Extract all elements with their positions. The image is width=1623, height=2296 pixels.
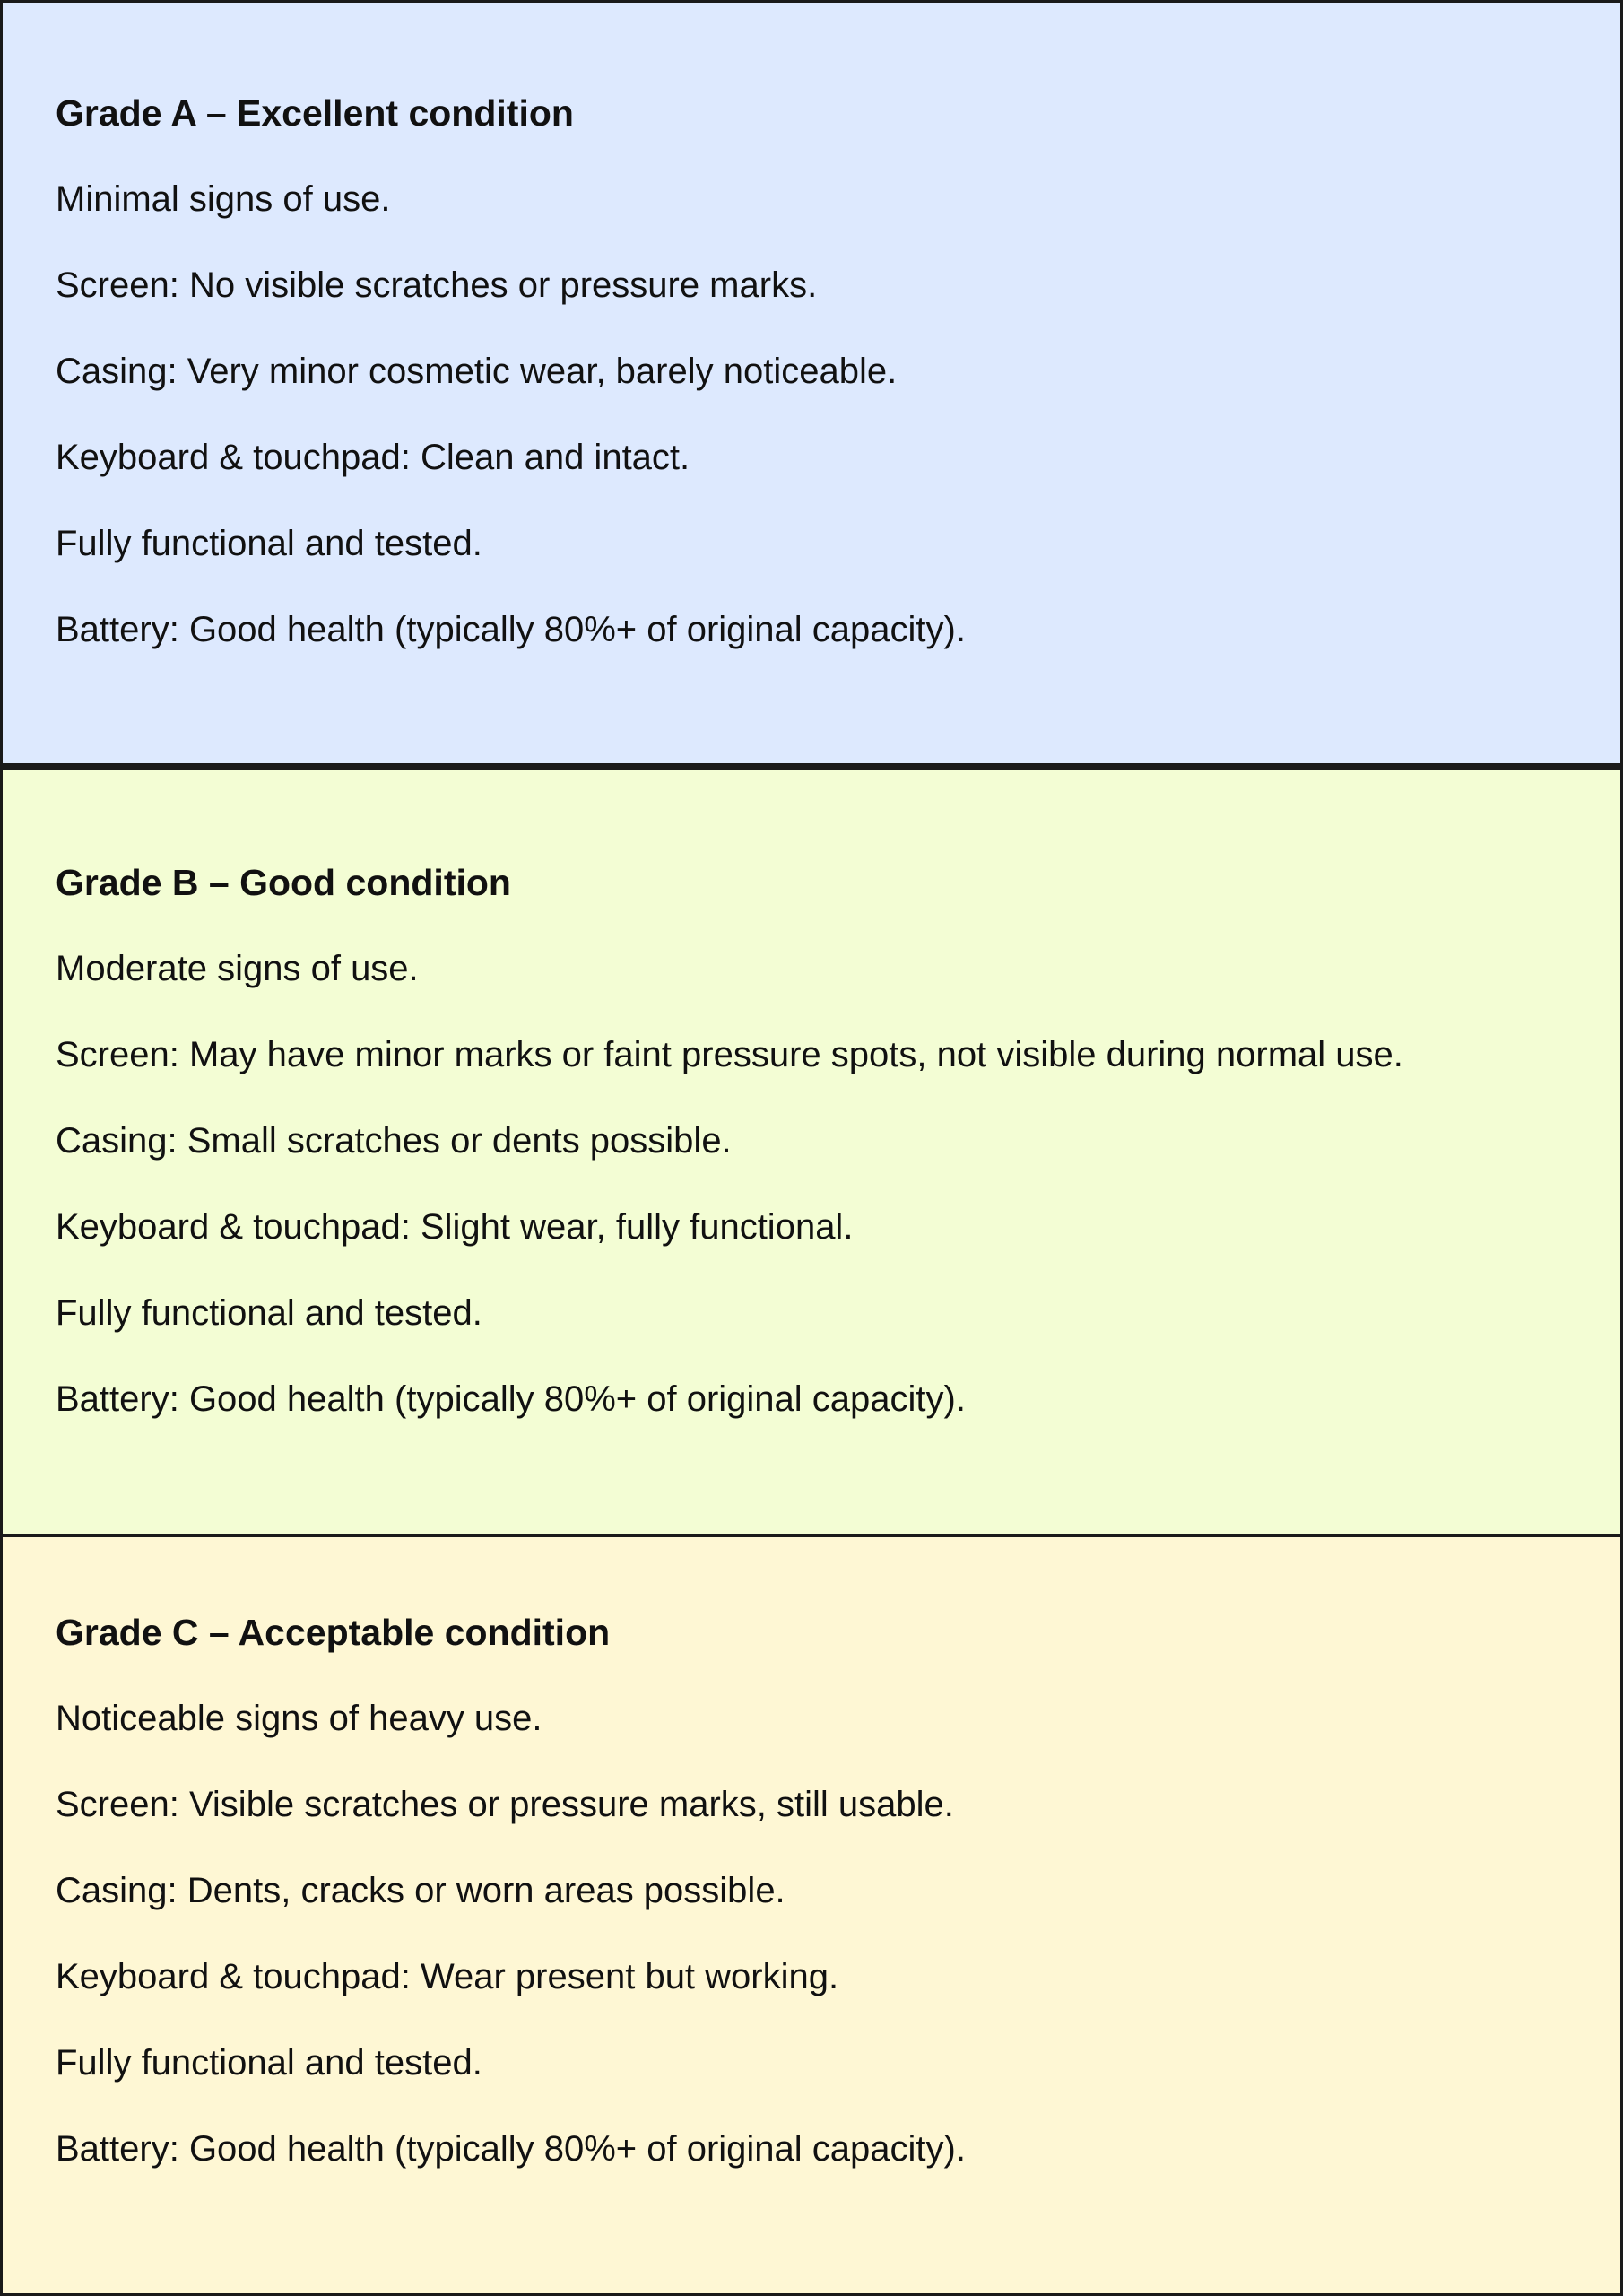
grade-c-line: Fully functional and tested. xyxy=(56,2043,482,2083)
grade-b-line: Fully functional and tested. xyxy=(56,1293,482,1333)
grade-b-card: Grade B – Good condition Moderate signs … xyxy=(3,770,1620,1534)
grade-c-line: Casing: Dents, cracks or worn areas poss… xyxy=(56,1871,785,1910)
grade-c-line: Screen: Visible scratches or pressure ma… xyxy=(56,1785,954,1824)
grade-a-line: Keyboard & touchpad: Clean and intact. xyxy=(56,438,690,477)
grade-a-title: Grade A – Excellent condition xyxy=(56,92,574,134)
grade-c-card: Grade C – Acceptable condition Noticeabl… xyxy=(3,1537,1620,2293)
grade-b-line: Battery: Good health (typically 80%+ of … xyxy=(56,1379,966,1419)
grade-c-line: Battery: Good health (typically 80%+ of … xyxy=(56,2129,966,2169)
grade-c-line: Noticeable signs of heavy use. xyxy=(56,1699,542,1738)
grade-a-line: Battery: Good health (typically 80%+ of … xyxy=(56,610,966,649)
grade-a-line: Casing: Very minor cosmetic wear, barely… xyxy=(56,352,898,391)
grade-b-line: Casing: Small scratches or dents possibl… xyxy=(56,1121,732,1161)
grade-b-line: Keyboard & touchpad: Slight wear, fully … xyxy=(56,1207,854,1247)
grade-b-line: Moderate signs of use. xyxy=(56,949,419,988)
grade-b-title: Grade B – Good condition xyxy=(56,862,511,903)
grade-a-line: Minimal signs of use. xyxy=(56,179,391,219)
grade-c-line: Keyboard & touchpad: Wear present but wo… xyxy=(56,1957,839,1996)
grade-c-title: Grade C – Acceptable condition xyxy=(56,1612,611,1653)
grade-b-line: Screen: May have minor marks or faint pr… xyxy=(56,1035,1403,1074)
grade-a-card: Grade A – Excellent condition Minimal si… xyxy=(3,3,1620,763)
grade-a-line: Fully functional and tested. xyxy=(56,524,482,563)
grade-a-line: Screen: No visible scratches or pressure… xyxy=(56,265,818,305)
